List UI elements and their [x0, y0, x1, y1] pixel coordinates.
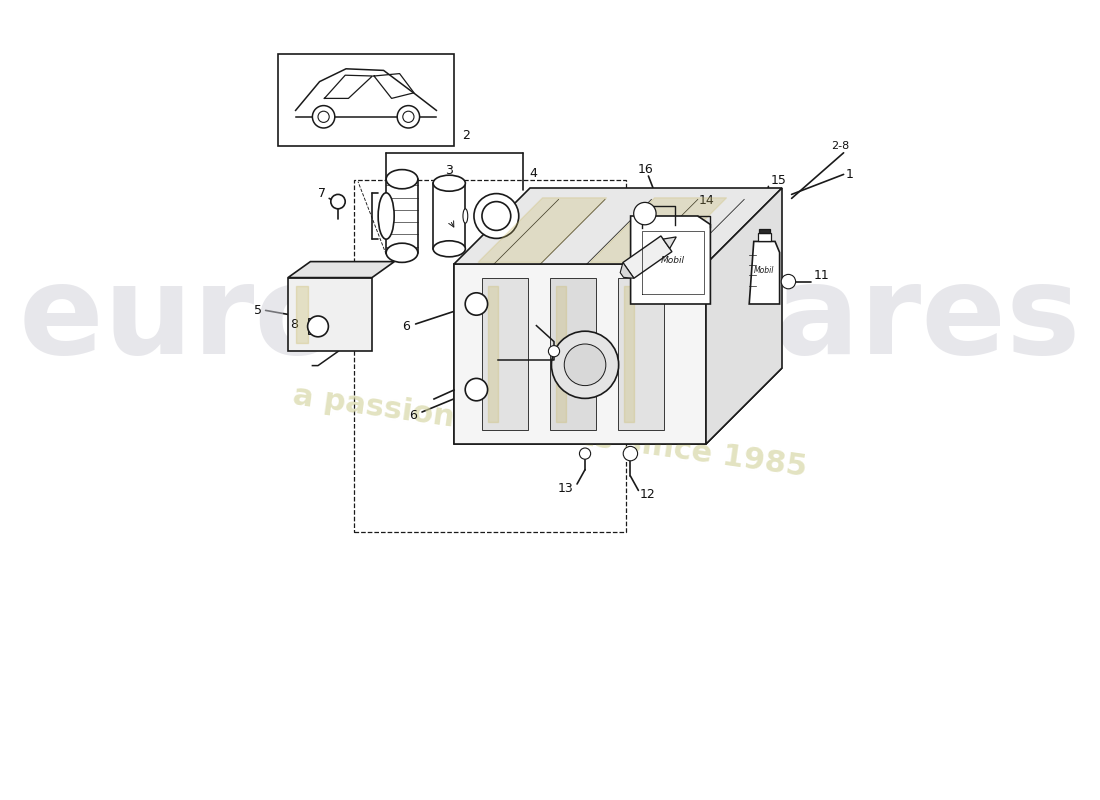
- Text: 12: 12: [640, 488, 656, 501]
- Bar: [759, 229, 770, 234]
- Polygon shape: [288, 278, 372, 351]
- Circle shape: [403, 111, 414, 122]
- Circle shape: [397, 106, 419, 128]
- Polygon shape: [454, 188, 782, 264]
- Bar: [758, 233, 771, 242]
- Text: 1: 1: [846, 168, 854, 181]
- Ellipse shape: [386, 243, 418, 262]
- Polygon shape: [618, 278, 664, 430]
- Circle shape: [580, 448, 591, 459]
- Circle shape: [308, 316, 329, 337]
- Circle shape: [465, 293, 487, 315]
- Polygon shape: [454, 368, 782, 444]
- Text: euro          ares: euro ares: [20, 259, 1080, 381]
- Bar: [308, 318, 316, 334]
- Text: 11: 11: [814, 269, 829, 282]
- Text: 15: 15: [771, 174, 786, 187]
- Polygon shape: [288, 262, 395, 278]
- Circle shape: [634, 202, 656, 225]
- Polygon shape: [630, 216, 711, 304]
- Polygon shape: [590, 198, 727, 262]
- Text: 10: 10: [564, 370, 580, 382]
- Circle shape: [465, 378, 487, 401]
- Circle shape: [781, 274, 795, 289]
- Bar: [278, 54, 454, 146]
- Polygon shape: [478, 198, 606, 262]
- Polygon shape: [706, 188, 782, 444]
- Circle shape: [312, 106, 334, 128]
- Text: 6: 6: [403, 320, 410, 333]
- Ellipse shape: [386, 170, 418, 189]
- Polygon shape: [663, 237, 676, 249]
- Text: 13: 13: [558, 482, 574, 494]
- Polygon shape: [620, 262, 634, 278]
- Circle shape: [564, 344, 606, 386]
- Text: 4: 4: [529, 167, 537, 180]
- Text: a passion for parts since 1985: a passion for parts since 1985: [292, 382, 808, 482]
- Bar: [354, 180, 626, 532]
- Text: 14: 14: [698, 194, 714, 207]
- Polygon shape: [623, 236, 672, 278]
- Text: Mobil: Mobil: [660, 256, 684, 266]
- Text: 2-8: 2-8: [832, 142, 850, 151]
- Circle shape: [331, 194, 345, 209]
- Text: 2: 2: [462, 129, 470, 142]
- Ellipse shape: [378, 193, 394, 239]
- Ellipse shape: [433, 175, 465, 191]
- Circle shape: [549, 346, 560, 357]
- Polygon shape: [749, 242, 780, 304]
- Text: 5: 5: [254, 304, 262, 317]
- Text: 8: 8: [290, 318, 298, 331]
- Text: 9: 9: [482, 360, 490, 373]
- Circle shape: [624, 446, 638, 461]
- Text: 6: 6: [409, 409, 417, 422]
- Text: Mobil: Mobil: [755, 266, 774, 275]
- Text: 7: 7: [318, 187, 326, 200]
- Circle shape: [551, 331, 618, 398]
- Circle shape: [482, 202, 510, 230]
- Polygon shape: [550, 278, 596, 430]
- Text: 16: 16: [638, 163, 653, 176]
- Text: 3: 3: [446, 164, 453, 177]
- Ellipse shape: [433, 241, 465, 257]
- Circle shape: [474, 194, 519, 238]
- Circle shape: [318, 111, 329, 122]
- Polygon shape: [482, 278, 528, 430]
- Ellipse shape: [463, 209, 467, 223]
- Polygon shape: [454, 264, 706, 444]
